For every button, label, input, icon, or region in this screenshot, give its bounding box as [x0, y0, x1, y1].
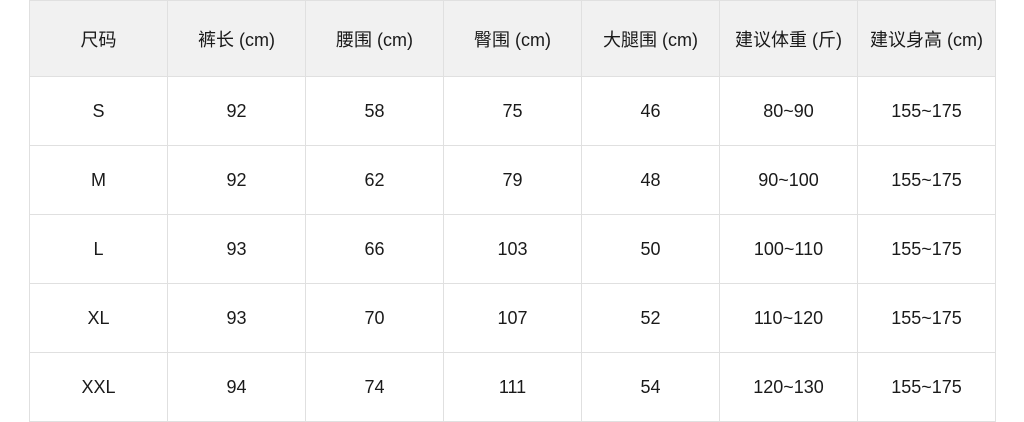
table-cell: 155~175 [857, 76, 996, 146]
table-cell: XXL [29, 352, 168, 422]
table-cell: 103 [443, 214, 582, 284]
table-cell: 155~175 [857, 283, 996, 353]
table-cell: M [29, 145, 168, 215]
table-cell: 52 [581, 283, 720, 353]
table-cell: 92 [167, 76, 306, 146]
table-cell: 48 [581, 145, 720, 215]
table-cell: 58 [305, 76, 444, 146]
table-cell: 90~100 [719, 145, 858, 215]
column-header: 裤长 (cm) [167, 0, 306, 77]
table-cell: 66 [305, 214, 444, 284]
table-cell: 93 [167, 283, 306, 353]
table-cell: XL [29, 283, 168, 353]
table-cell: 54 [581, 352, 720, 422]
table-cell: 110~120 [719, 283, 858, 353]
table-cell: 92 [167, 145, 306, 215]
table-cell: 111 [443, 352, 582, 422]
table-cell: 79 [443, 145, 582, 215]
column-header: 尺码 [29, 0, 168, 77]
table-row: XL 93 70 107 52 110~120 155~175 [29, 283, 996, 353]
column-header: 大腿围 (cm) [581, 0, 720, 77]
table-cell: 70 [305, 283, 444, 353]
table-cell: 62 [305, 145, 444, 215]
table-cell: S [29, 76, 168, 146]
table-cell: 100~110 [719, 214, 858, 284]
column-header: 臀围 (cm) [443, 0, 582, 77]
table-row: XXL 94 74 111 54 120~130 155~175 [29, 352, 996, 422]
table-cell: 80~90 [719, 76, 858, 146]
table-row: L 93 66 103 50 100~110 155~175 [29, 214, 996, 284]
table-cell: 155~175 [857, 214, 996, 284]
column-header: 建议身高 (cm) [857, 0, 996, 77]
table-cell: 46 [581, 76, 720, 146]
size-chart-table: 尺码 裤长 (cm) 腰围 (cm) 臀围 (cm) 大腿围 (cm) 建议体重 (斤) 建… [29, 0, 996, 422]
table-row: S 92 58 75 46 80~90 155~175 [29, 76, 996, 146]
table-cell: 107 [443, 283, 582, 353]
table-cell: 75 [443, 76, 582, 146]
table-cell: 94 [167, 352, 306, 422]
table-cell: 74 [305, 352, 444, 422]
table-cell: 120~130 [719, 352, 858, 422]
column-header: 腰围 (cm) [305, 0, 444, 77]
table-cell: 93 [167, 214, 306, 284]
table-cell: 155~175 [857, 145, 996, 215]
table-row: M 92 62 79 48 90~100 155~175 [29, 145, 996, 215]
column-header: 建议体重 (斤) [719, 0, 858, 77]
header-row: 尺码 裤长 (cm) 腰围 (cm) 臀围 (cm) 大腿围 (cm) 建议体重 (斤) 建… [29, 0, 996, 77]
table-cell: 50 [581, 214, 720, 284]
table-cell: 155~175 [857, 352, 996, 422]
table-cell: L [29, 214, 168, 284]
